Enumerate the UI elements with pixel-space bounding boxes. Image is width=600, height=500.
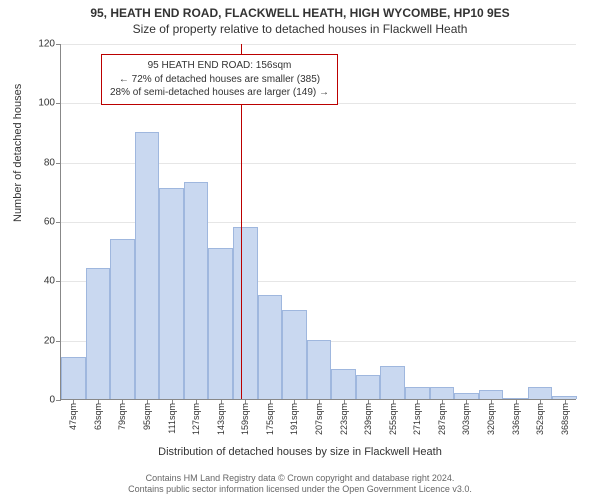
xtick-label: 127sqm xyxy=(191,403,201,435)
xtick-label: 191sqm xyxy=(289,403,299,435)
xtick-label: 175sqm xyxy=(265,403,275,435)
bar xyxy=(307,340,332,399)
xtick-label: 368sqm xyxy=(560,403,570,435)
xtick-label: 207sqm xyxy=(314,403,324,435)
xtick-label: 79sqm xyxy=(117,403,127,430)
ytick-label: 60 xyxy=(44,217,55,228)
footer-line2: Contains public sector information licen… xyxy=(128,484,472,494)
annotation-line: ← 72% of detached houses are smaller (38… xyxy=(110,73,329,87)
ytick-label: 120 xyxy=(38,39,55,50)
bar xyxy=(233,227,258,399)
bar xyxy=(331,369,356,399)
annotation-line: 95 HEATH END ROAD: 156sqm xyxy=(110,59,329,73)
xtick-label: 143sqm xyxy=(216,403,226,435)
bar xyxy=(184,182,209,399)
ytick-label: 0 xyxy=(49,395,55,406)
xtick-label: 320sqm xyxy=(486,403,496,435)
bar xyxy=(135,132,160,399)
bar xyxy=(405,387,430,399)
ytick-label: 20 xyxy=(44,335,55,346)
ytick-mark xyxy=(56,400,61,401)
xtick-label: 239sqm xyxy=(363,403,373,435)
xtick-label: 271sqm xyxy=(412,403,422,435)
y-axis-label: Number of detached houses xyxy=(12,84,24,222)
chart-area: 020406080100120 47sqm63sqm79sqm95sqm111s… xyxy=(60,44,576,400)
ytick-label: 80 xyxy=(44,157,55,168)
xtick-label: 255sqm xyxy=(388,403,398,435)
xtick-label: 111sqm xyxy=(167,403,177,434)
footer-attribution: Contains HM Land Registry data © Crown c… xyxy=(0,473,600,496)
ytick-label: 40 xyxy=(44,276,55,287)
xtick-label: 223sqm xyxy=(339,403,349,435)
page-title: 95, HEATH END ROAD, FLACKWELL HEATH, HIG… xyxy=(0,0,600,20)
x-axis-label: Distribution of detached houses by size … xyxy=(0,446,600,458)
ytick-label: 100 xyxy=(38,98,55,109)
bar xyxy=(282,310,307,399)
xtick-label: 287sqm xyxy=(437,403,447,435)
bar xyxy=(528,387,553,399)
annotation-box: 95 HEATH END ROAD: 156sqm← 72% of detach… xyxy=(101,54,338,105)
bar xyxy=(159,188,184,399)
bar xyxy=(430,387,455,399)
xtick-label: 336sqm xyxy=(511,403,521,435)
footer-line1: Contains HM Land Registry data © Crown c… xyxy=(146,473,455,483)
xtick-label: 47sqm xyxy=(68,403,78,430)
bar xyxy=(86,268,111,399)
bar xyxy=(61,357,86,399)
plot-area: 020406080100120 47sqm63sqm79sqm95sqm111s… xyxy=(60,44,576,400)
bar xyxy=(258,295,283,399)
bar xyxy=(380,366,405,399)
xtick-label: 63sqm xyxy=(93,403,103,430)
bar xyxy=(356,375,381,399)
xtick-label: 159sqm xyxy=(240,403,250,435)
bar xyxy=(208,248,233,399)
xtick-label: 95sqm xyxy=(142,403,152,430)
bar xyxy=(479,390,504,399)
bar xyxy=(110,239,135,399)
xtick-label: 352sqm xyxy=(535,403,545,435)
page-subtitle: Size of property relative to detached ho… xyxy=(0,20,600,36)
annotation-line: 28% of semi-detached houses are larger (… xyxy=(110,86,329,100)
xtick-label: 303sqm xyxy=(461,403,471,435)
